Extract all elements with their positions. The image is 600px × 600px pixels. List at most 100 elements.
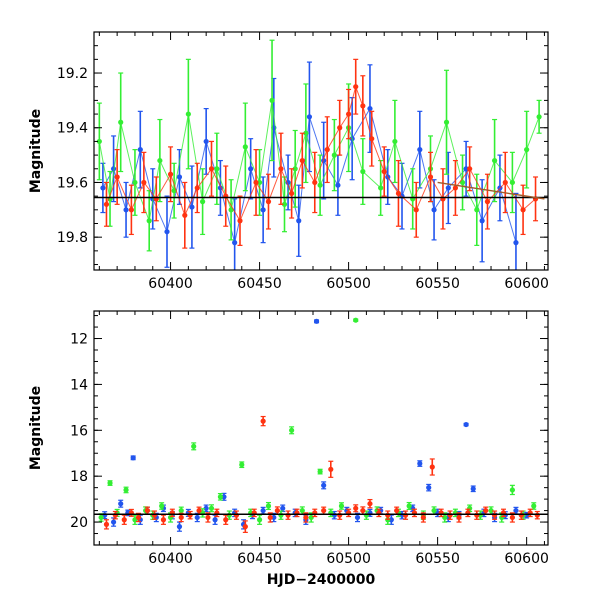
- data-point: [402, 512, 409, 518]
- y-tick-label: 14: [70, 377, 88, 393]
- data-point: [194, 514, 200, 521]
- x-tick-label: 60550: [415, 276, 460, 292]
- data-point: [470, 486, 476, 492]
- data-point: [196, 507, 202, 514]
- data-point: [406, 503, 412, 509]
- data-point: [321, 507, 327, 514]
- data-point: [338, 503, 345, 509]
- data-point: [509, 514, 515, 521]
- data-point: [103, 201, 110, 207]
- data-point: [112, 512, 118, 518]
- data-point: [110, 519, 117, 525]
- series-line: [102, 107, 517, 243]
- data-point: [534, 512, 540, 518]
- data-point: [98, 514, 104, 521]
- x-tick-label: 60400: [148, 276, 193, 292]
- data-point: [239, 462, 245, 468]
- data-point: [217, 494, 224, 500]
- data-point: [118, 501, 124, 507]
- data-point: [337, 512, 343, 518]
- data-point: [431, 507, 437, 514]
- data-point: [285, 512, 291, 518]
- x-tick-label: 60550: [415, 551, 460, 567]
- data-point: [429, 464, 435, 470]
- data-point: [360, 507, 366, 514]
- data-point: [491, 512, 498, 518]
- data-point: [160, 517, 167, 523]
- data-point: [353, 505, 359, 511]
- data-point: [474, 512, 480, 518]
- y-tick-label: 19.4: [57, 121, 88, 137]
- bottom-panel: 60400 60450 60500 60550 60600 12 14 16 18 20 Magn…: [28, 310, 549, 588]
- data-point: [151, 512, 158, 518]
- data-point: [426, 485, 432, 491]
- data-point: [203, 505, 209, 511]
- top-y-axis-label: Magnitude: [28, 109, 44, 193]
- trend-line: [437, 181, 545, 200]
- data-point: [271, 514, 277, 521]
- data-point: [303, 514, 309, 521]
- data-point: [280, 505, 286, 511]
- bottom-y-axis-label: Magnitude: [28, 386, 44, 470]
- data-point: [103, 521, 110, 527]
- data-point: [518, 512, 524, 518]
- data-point: [107, 480, 113, 486]
- data-point: [417, 460, 423, 467]
- data-point: [191, 443, 197, 449]
- data-point: [212, 517, 218, 523]
- data-point: [123, 487, 129, 493]
- data-point: [353, 317, 359, 323]
- data-point: [513, 507, 519, 514]
- x-tick-label: 60450: [237, 551, 282, 567]
- series-1: [98, 317, 537, 525]
- series-2: [103, 58, 539, 249]
- data-point: [509, 487, 515, 493]
- data-point: [513, 240, 519, 246]
- x-tick-label: 60400: [148, 551, 193, 567]
- x-tick-label: 60450: [237, 276, 282, 292]
- data-point: [100, 185, 106, 191]
- data-point: [159, 503, 165, 509]
- data-point: [463, 421, 469, 428]
- data-point: [363, 512, 369, 518]
- data-point: [278, 512, 284, 518]
- top-axis-ticks: 60400 60450 60500 60550 60600 19.2 19.4 19.6 19.…: [57, 31, 549, 292]
- data-point: [289, 427, 295, 433]
- top-plot-frame: [93, 31, 549, 271]
- top-plot-area: [94, 39, 548, 270]
- data-point: [176, 524, 183, 530]
- data-point: [299, 507, 305, 514]
- x-tick-label: 60600: [504, 551, 549, 567]
- bottom-x-axis-label: HJD−2400000: [267, 572, 376, 588]
- data-point: [388, 517, 394, 523]
- data-point: [313, 318, 320, 324]
- data-point: [456, 514, 462, 521]
- y-tick-label: 12: [70, 332, 88, 348]
- y-tick-label: 19.2: [57, 66, 88, 82]
- data-point: [488, 507, 494, 514]
- data-point: [135, 514, 142, 521]
- data-point: [265, 503, 272, 509]
- data-point: [420, 514, 426, 521]
- data-point: [144, 507, 151, 514]
- data-point: [221, 494, 227, 500]
- series-0: [102, 318, 530, 532]
- data-point: [121, 517, 127, 523]
- series-line: [106, 85, 536, 222]
- data-point: [233, 512, 240, 518]
- data-point: [267, 514, 273, 521]
- data-point: [260, 507, 266, 514]
- y-tick-label: 16: [70, 423, 88, 439]
- data-point: [483, 507, 489, 514]
- data-point: [317, 468, 323, 475]
- data-point: [367, 501, 373, 507]
- data-point: [394, 507, 400, 514]
- data-point: [223, 517, 229, 523]
- data-point: [187, 512, 193, 518]
- y-tick-label: 18: [70, 469, 88, 485]
- data-point: [205, 514, 211, 521]
- data-point: [354, 514, 361, 521]
- bottom-axis-ticks: 60400 60450 60500 60550 60600 12 14 16 18 20: [70, 311, 549, 567]
- data-point: [447, 512, 453, 518]
